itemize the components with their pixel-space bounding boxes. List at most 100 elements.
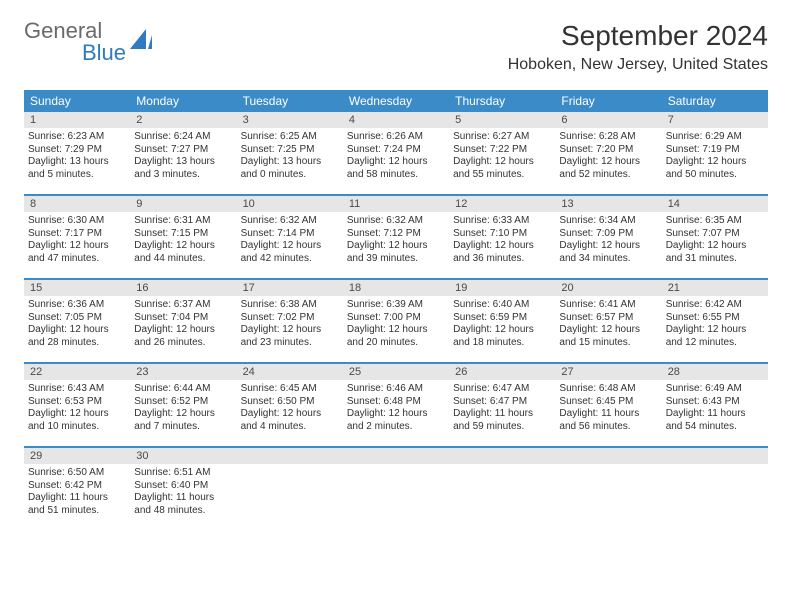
day-cell: Sunrise: 6:29 AMSunset: 7:19 PMDaylight:… (662, 128, 768, 194)
daylight: Daylight: 12 hours and 55 minutes. (453, 156, 550, 181)
day-number: 24 (237, 364, 343, 380)
day-cell: Sunrise: 6:44 AMSunset: 6:52 PMDaylight:… (130, 380, 236, 446)
sunrise: Sunrise: 6:38 AM (241, 299, 338, 312)
daylight: Daylight: 12 hours and 52 minutes. (559, 156, 656, 181)
sail-icon (128, 27, 154, 57)
daylight: Daylight: 12 hours and 7 minutes. (134, 408, 231, 433)
day-cell: Sunrise: 6:42 AMSunset: 6:55 PMDaylight:… (662, 296, 768, 362)
sunset: Sunset: 6:52 PM (134, 396, 231, 409)
header: General Blue September 2024 Hoboken, New… (0, 0, 792, 82)
day-number: 25 (343, 364, 449, 380)
sunset: Sunset: 6:55 PM (666, 312, 763, 325)
dow-cell: Monday (130, 90, 236, 112)
day-cell: Sunrise: 6:27 AMSunset: 7:22 PMDaylight:… (449, 128, 555, 194)
daylight: Daylight: 12 hours and 26 minutes. (134, 324, 231, 349)
day-cell: Sunrise: 6:40 AMSunset: 6:59 PMDaylight:… (449, 296, 555, 362)
day-number: 9 (130, 196, 236, 212)
sunrise: Sunrise: 6:25 AM (241, 131, 338, 144)
day-cell: Sunrise: 6:45 AMSunset: 6:50 PMDaylight:… (237, 380, 343, 446)
daylight: Daylight: 12 hours and 34 minutes. (559, 240, 656, 265)
sunset: Sunset: 6:53 PM (28, 396, 125, 409)
week-row: Sunrise: 6:36 AMSunset: 7:05 PMDaylight:… (24, 296, 768, 364)
sunset: Sunset: 7:00 PM (347, 312, 444, 325)
day-cell: Sunrise: 6:32 AMSunset: 7:14 PMDaylight:… (237, 212, 343, 278)
sunrise: Sunrise: 6:40 AM (453, 299, 550, 312)
day-number: 8 (24, 196, 130, 212)
day-number: 10 (237, 196, 343, 212)
sunrise: Sunrise: 6:47 AM (453, 383, 550, 396)
week-row: Sunrise: 6:43 AMSunset: 6:53 PMDaylight:… (24, 380, 768, 448)
daylight: Daylight: 12 hours and 39 minutes. (347, 240, 444, 265)
daylight: Daylight: 12 hours and 23 minutes. (241, 324, 338, 349)
sunrise: Sunrise: 6:33 AM (453, 215, 550, 228)
daylight: Daylight: 12 hours and 10 minutes. (28, 408, 125, 433)
sunrise: Sunrise: 6:27 AM (453, 131, 550, 144)
sunset: Sunset: 7:27 PM (134, 144, 231, 157)
day-number: 6 (555, 112, 661, 128)
sunrise: Sunrise: 6:43 AM (28, 383, 125, 396)
sunrise: Sunrise: 6:23 AM (28, 131, 125, 144)
sunset: Sunset: 7:09 PM (559, 228, 656, 241)
day-cell: Sunrise: 6:38 AMSunset: 7:02 PMDaylight:… (237, 296, 343, 362)
day-cell: Sunrise: 6:34 AMSunset: 7:09 PMDaylight:… (555, 212, 661, 278)
day-cell: Sunrise: 6:39 AMSunset: 7:00 PMDaylight:… (343, 296, 449, 362)
sunrise: Sunrise: 6:51 AM (134, 467, 231, 480)
day-cell: Sunrise: 6:41 AMSunset: 6:57 PMDaylight:… (555, 296, 661, 362)
dow-cell: Thursday (449, 90, 555, 112)
location: Hoboken, New Jersey, United States (508, 56, 768, 74)
daylight: Daylight: 11 hours and 54 minutes. (666, 408, 763, 433)
day-number: 1 (24, 112, 130, 128)
sunset: Sunset: 7:29 PM (28, 144, 125, 157)
day-number: 27 (555, 364, 661, 380)
sunrise: Sunrise: 6:26 AM (347, 131, 444, 144)
sunset: Sunset: 6:42 PM (28, 480, 125, 493)
sunrise: Sunrise: 6:49 AM (666, 383, 763, 396)
sunrise: Sunrise: 6:42 AM (666, 299, 763, 312)
sunset: Sunset: 7:15 PM (134, 228, 231, 241)
sunset: Sunset: 7:02 PM (241, 312, 338, 325)
week-row: Sunrise: 6:23 AMSunset: 7:29 PM Daylight:… (24, 128, 768, 196)
daylight: Daylight: 12 hours and 50 minutes. (666, 156, 763, 181)
sunset: Sunset: 7:10 PM (453, 228, 550, 241)
sunset: Sunset: 6:59 PM (453, 312, 550, 325)
daylight: Daylight: 13 hours and 0 minutes. (241, 156, 338, 181)
day-number: 11 (343, 196, 449, 212)
day-cell: Sunrise: 6:32 AMSunset: 7:12 PMDaylight:… (343, 212, 449, 278)
day-cell: Sunrise: 6:23 AMSunset: 7:29 PMDaylight:… (24, 128, 130, 194)
daylight: Daylight: 12 hours and 20 minutes. (347, 324, 444, 349)
sunrise: Sunrise: 6:48 AM (559, 383, 656, 396)
day-number: 15 (24, 280, 130, 296)
day-cell: Sunrise: 6:51 AMSunset: 6:40 PMDaylight:… (130, 464, 236, 530)
daylight: Daylight: 12 hours and 42 minutes. (241, 240, 338, 265)
day-number: 5 (449, 112, 555, 128)
sunrise: Sunrise: 6:24 AM (134, 131, 231, 144)
daylight: Daylight: 12 hours and 15 minutes. (559, 324, 656, 349)
day-number: 30 (130, 448, 236, 464)
sunset: Sunset: 7:20 PM (559, 144, 656, 157)
daylight: Daylight: 12 hours and 31 minutes. (666, 240, 763, 265)
daylight: Daylight: 12 hours and 47 minutes. (28, 240, 125, 265)
week-row: Sunrise: 6:30 AMSunset: 7:17 PMDaylight:… (24, 212, 768, 280)
sunset: Sunset: 6:57 PM (559, 312, 656, 325)
day-cell: Sunrise: 6:28 AMSunset: 7:20 PMDaylight:… (555, 128, 661, 194)
daylight: Daylight: 12 hours and 18 minutes. (453, 324, 550, 349)
day-number: 29 (24, 448, 130, 464)
sunset: Sunset: 6:45 PM (559, 396, 656, 409)
sunrise: Sunrise: 6:41 AM (559, 299, 656, 312)
day-cell: Sunrise: 6:50 AMSunset: 6:42 PMDaylight:… (24, 464, 130, 530)
dow-row: SundayMondayTuesdayWednesdayThursdayFrid… (24, 90, 768, 112)
sunrise: Sunrise: 6:28 AM (559, 131, 656, 144)
sunset: Sunset: 7:14 PM (241, 228, 338, 241)
day-cell: Sunrise: 6:48 AMSunset: 6:45 PMDaylight:… (555, 380, 661, 446)
day-number: 20 (555, 280, 661, 296)
day-number: 19 (449, 280, 555, 296)
sunrise: Sunrise: 6:50 AM (28, 467, 125, 480)
day-cell: Sunrise: 6:47 AMSunset: 6:47 PMDaylight:… (449, 380, 555, 446)
day-cell: Sunrise: 6:35 AMSunset: 7:07 PMDaylight:… (662, 212, 768, 278)
sunrise: Sunrise: 6:31 AM (134, 215, 231, 228)
sunrise: Sunrise: 6:45 AM (241, 383, 338, 396)
sunset: Sunset: 7:17 PM (28, 228, 125, 241)
day-number-row: 891011121314 (24, 196, 768, 212)
sunrise: Sunrise: 6:44 AM (134, 383, 231, 396)
day-number-row: 2930 (24, 448, 768, 464)
